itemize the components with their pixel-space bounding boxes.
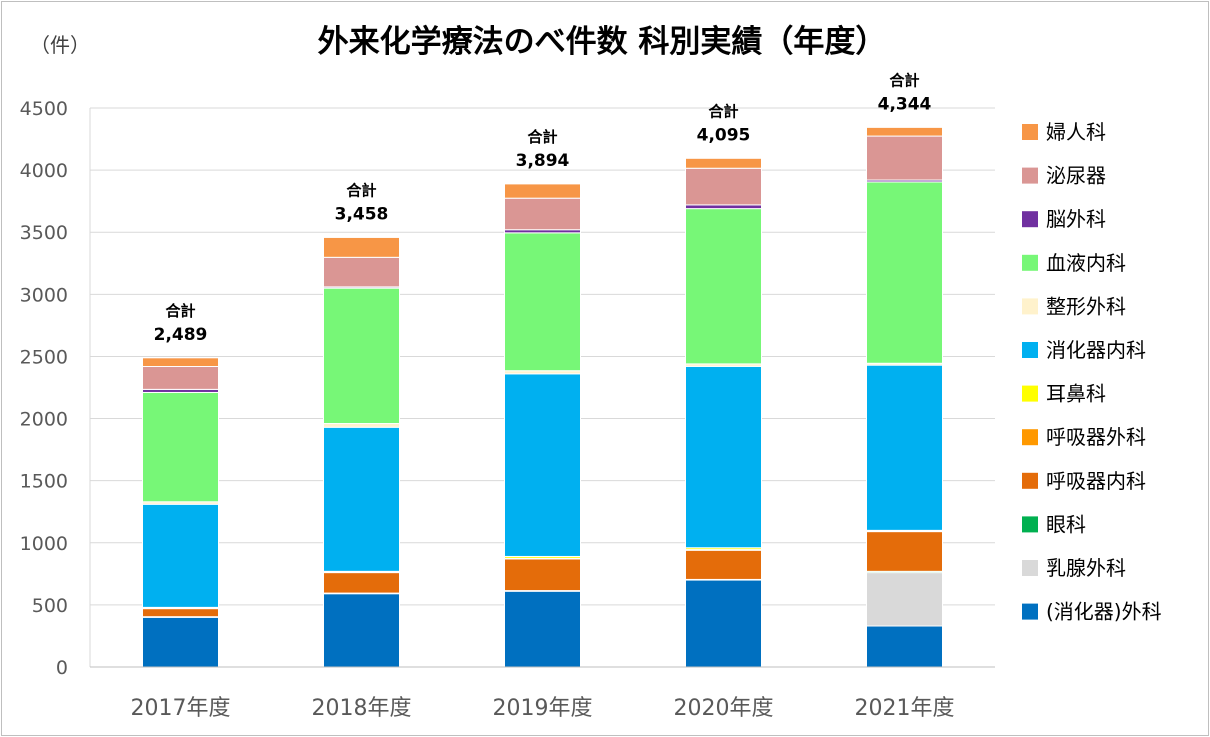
bar-segment: [685, 157, 762, 169]
bar-segment: [685, 579, 762, 668]
bar-segment: [866, 625, 943, 668]
bar-segment: [866, 572, 943, 627]
x-tick-label: 2018年度: [312, 696, 412, 721]
legend: 婦人科泌尿器脳外科血液内科整形外科消化器内科耳鼻科呼吸器外科呼吸器内科眼科乳腺外…: [1022, 120, 1162, 624]
legend-label: 脳外科: [1046, 207, 1106, 231]
legend-label: 眼科: [1046, 512, 1086, 536]
y-tick-label: 3000: [20, 284, 68, 306]
legend-label: (消化器)外科: [1046, 600, 1162, 624]
legend-swatch: [1022, 385, 1038, 402]
bar-segment: [866, 181, 943, 364]
y-tick-label: 3500: [20, 222, 68, 244]
legend-swatch: [1022, 342, 1038, 358]
legend-swatch: [1022, 124, 1038, 140]
legend-label: 婦人科: [1046, 120, 1106, 144]
bar-segment: [323, 236, 400, 258]
y-tick-label: 0: [56, 657, 68, 679]
chart-title: 外来化学療法のべ件数 科別実績（年度）: [318, 24, 887, 60]
legend-swatch: [1022, 429, 1038, 446]
bar-segment: [504, 590, 581, 668]
bar-segment: [323, 256, 400, 288]
y-tick-label: 2000: [20, 409, 68, 431]
legend-swatch: [1022, 516, 1038, 533]
bar-segment: [142, 608, 219, 618]
total-caption: 合計: [888, 71, 919, 89]
legend-swatch: [1022, 254, 1038, 271]
bar-segment: [323, 423, 400, 428]
bar-segment: [866, 126, 943, 137]
bar-segment: [685, 365, 762, 549]
bar-segment: [142, 503, 219, 608]
y-tick-label: 500: [32, 595, 68, 617]
legend-label: 整形外科: [1046, 294, 1126, 318]
total-value-label: 4,095: [697, 125, 751, 145]
total-value-label: 2,489: [154, 325, 208, 345]
legend-swatch: [1022, 167, 1038, 184]
bar-segment: [685, 549, 762, 580]
bar-segment: [504, 183, 581, 199]
x-tick-label: 2021年度: [855, 696, 955, 721]
bar-segment: [866, 531, 943, 572]
total-value-label: 4,344: [878, 94, 932, 114]
y-tick-label: 4500: [20, 98, 68, 120]
bar-segment: [504, 558, 581, 592]
legend-label: 血液内科: [1046, 251, 1126, 275]
axes: 0 500 1000 1500 2000 2500 3000 3500 4000 4500 2017…: [20, 98, 995, 721]
bar-segment: [323, 426, 400, 572]
total-caption: 合計: [526, 128, 557, 146]
legend-label: 乳腺外科: [1046, 556, 1126, 580]
bar-segment: [685, 204, 762, 210]
y-axis-unit-label: （件）: [30, 33, 90, 57]
y-tick-label: 1500: [20, 471, 68, 493]
y-tick-label: 1000: [20, 533, 68, 555]
legend-swatch: [1022, 603, 1038, 620]
legend-label: 泌尿器: [1046, 164, 1106, 188]
legend-label: 呼吸器外科: [1046, 425, 1146, 449]
legend-label: 呼吸器内科: [1046, 469, 1146, 493]
bar-segment: [142, 366, 219, 390]
bar-segment: [323, 572, 400, 594]
bar-segment: [323, 287, 400, 425]
legend-swatch: [1022, 211, 1038, 228]
total-labels: 合計 2,489 合計 3,458 合計 3,894 合計 4,095 合計 4,344: [154, 71, 932, 344]
legend-label: 消化器内科: [1046, 338, 1146, 362]
bar-segment: [142, 357, 219, 368]
bar-segment: [866, 364, 943, 531]
legend-swatch: [1022, 298, 1038, 315]
total-value-label: 3,894: [516, 151, 570, 171]
legend-swatch: [1022, 472, 1038, 489]
bar-stacks: [142, 126, 943, 668]
total-caption: 合計: [164, 302, 195, 320]
y-tick-label: 2500: [20, 346, 68, 368]
bar-segment: [504, 197, 581, 231]
bar-segment: [142, 616, 219, 668]
legend-label: 耳鼻科: [1046, 382, 1106, 406]
x-tick-label: 2020年度: [674, 696, 774, 721]
bar-segment: [142, 391, 219, 503]
bar-segment: [504, 232, 581, 372]
bar-segment: [866, 135, 943, 181]
bar-segment: [685, 167, 762, 206]
total-caption: 合計: [345, 181, 376, 199]
x-tick-label: 2019年度: [493, 696, 593, 721]
total-caption: 合計: [707, 102, 738, 120]
bar-segment: [323, 593, 400, 668]
y-tick-label: 4000: [20, 160, 68, 182]
bar-segment: [504, 373, 581, 557]
bar-segment: [685, 208, 762, 365]
total-value-label: 3,458: [335, 204, 389, 224]
x-tick-label: 2017年度: [131, 696, 231, 721]
legend-swatch: [1022, 560, 1038, 576]
